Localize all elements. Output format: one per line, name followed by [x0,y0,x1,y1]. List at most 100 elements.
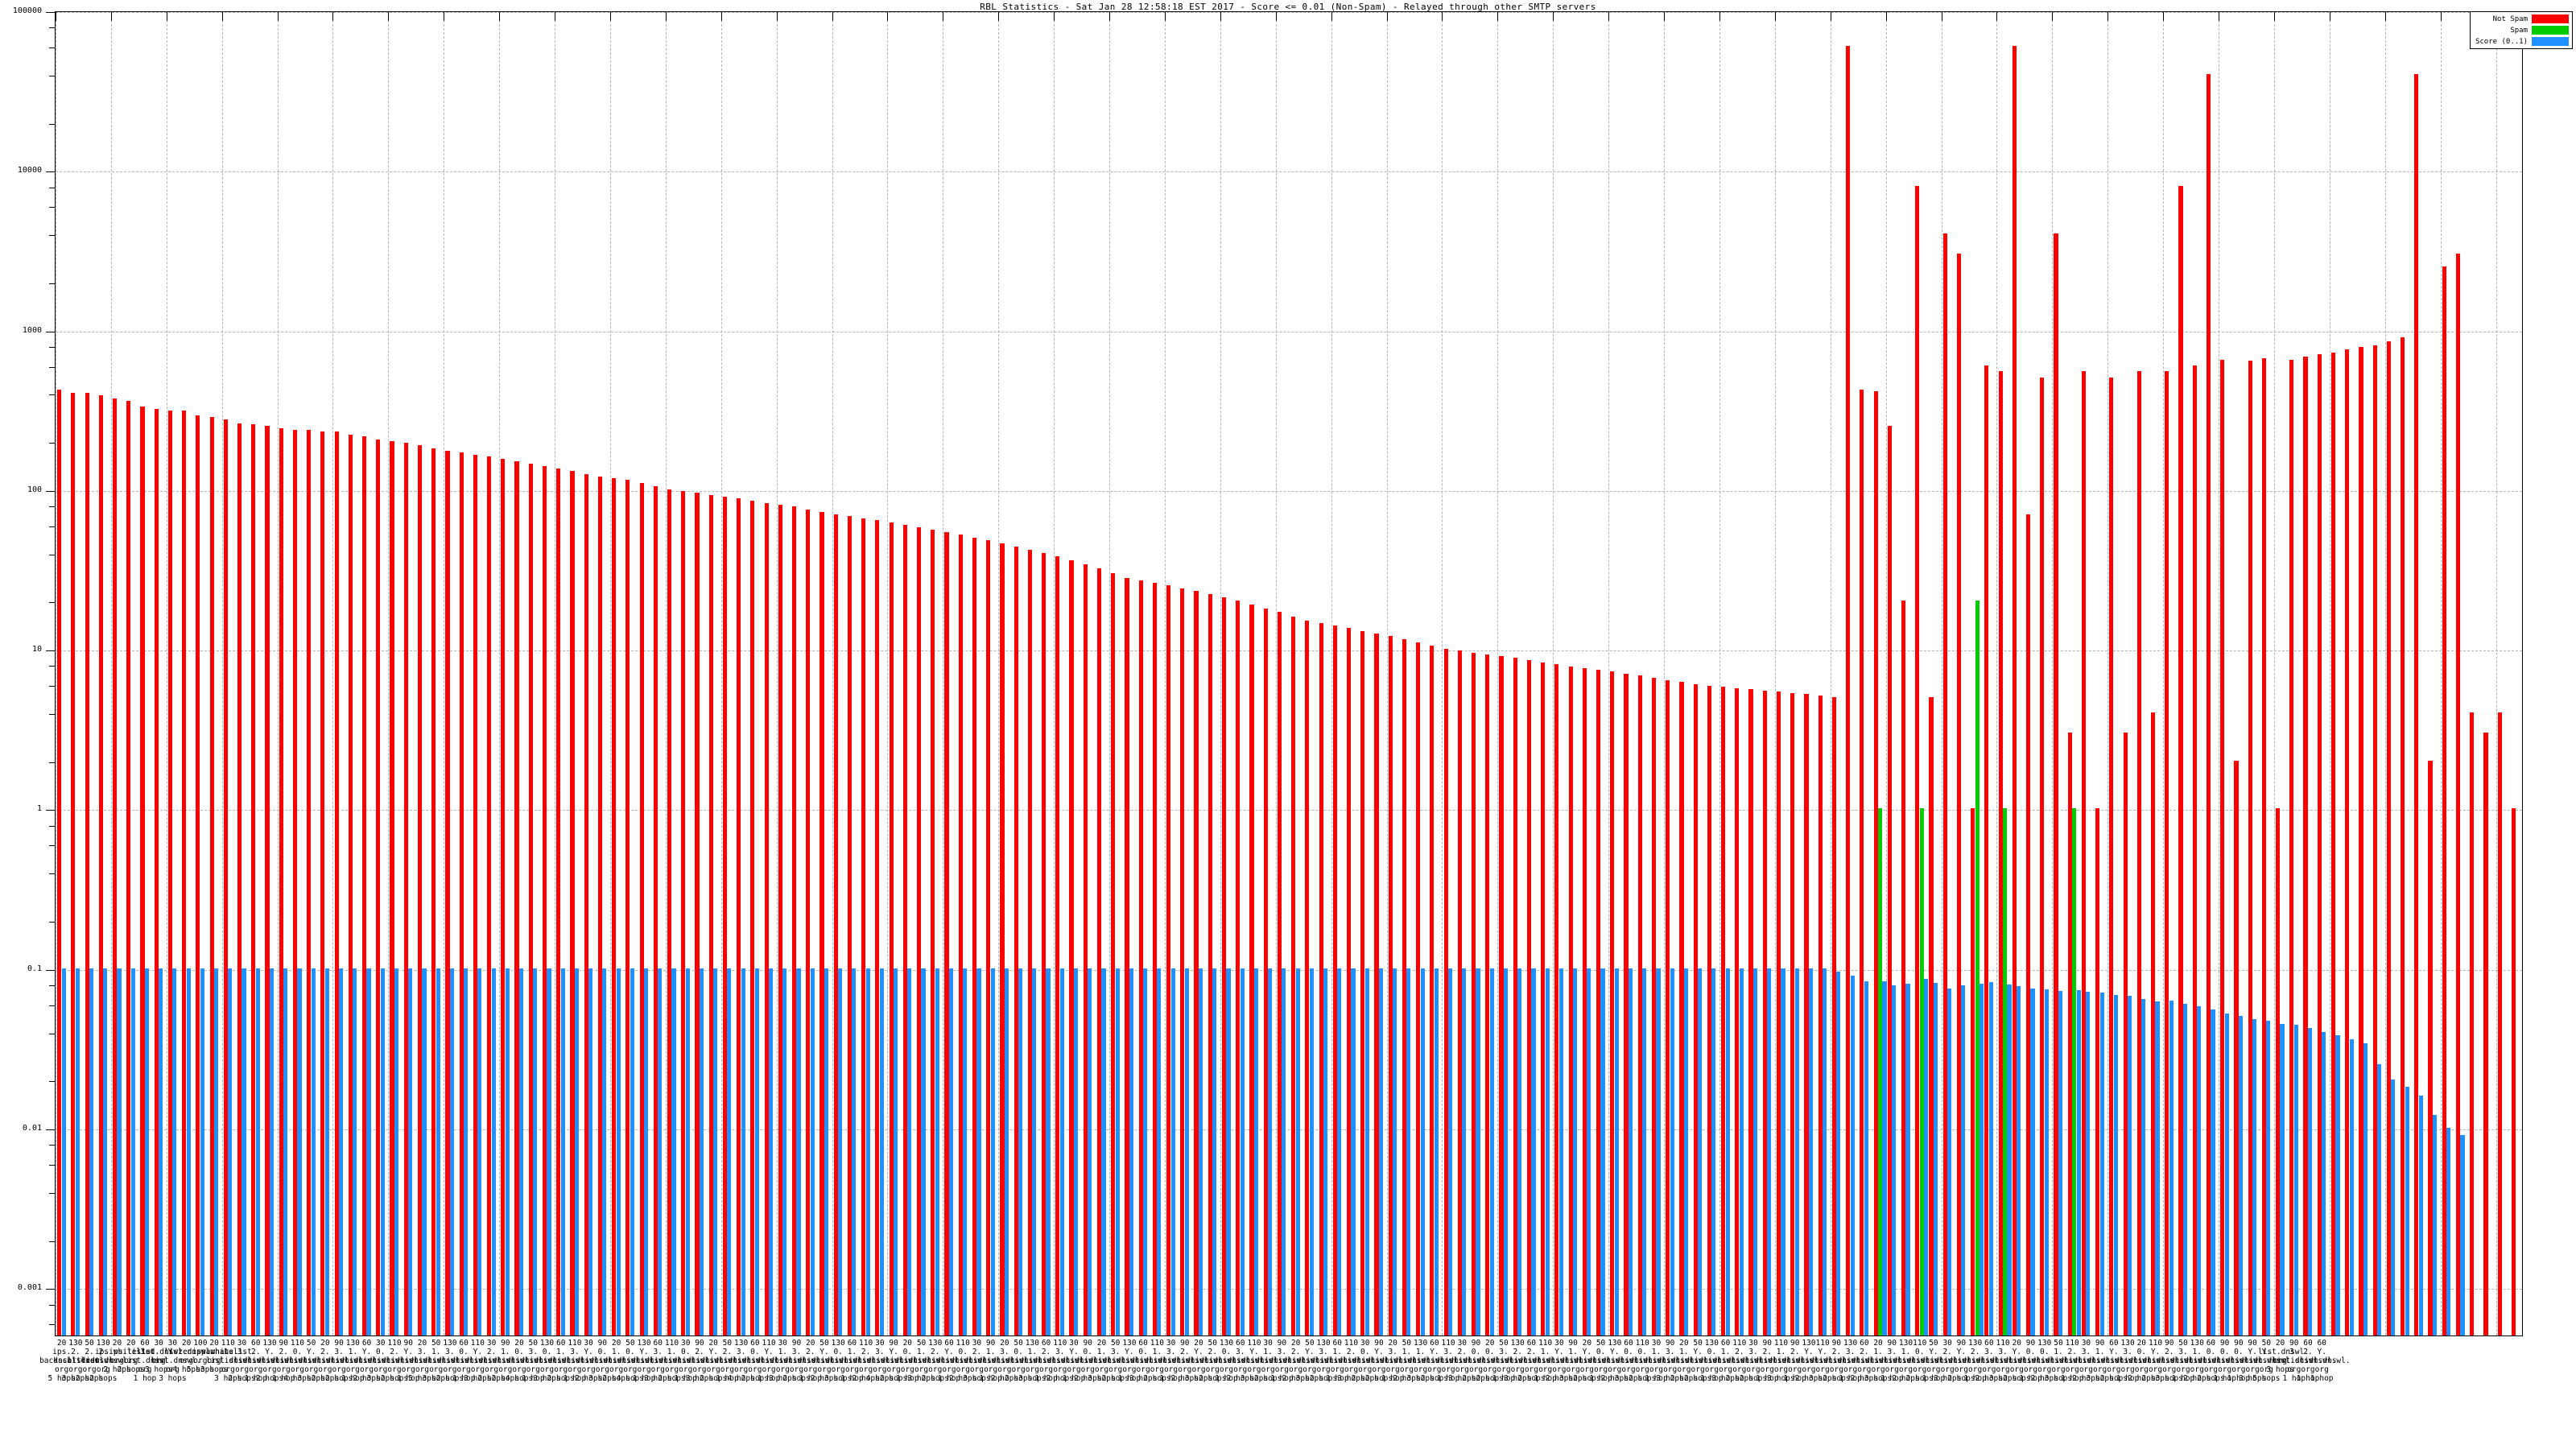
x-label-line: 1 hop [1062,1374,1086,1383]
x-label-line: 1 hop [2171,1374,2195,1383]
x-axis-label: 20 ips.whitelist. org 2 hops [95,1339,159,1374]
bar-not-spam [2497,712,2502,1335]
x-label-line: list.dnswl. [2272,1356,2323,1365]
x-label-line: 2 hops [921,1374,949,1383]
x-label-line: 130 [1316,1339,1331,1348]
x-label-line: org [1982,1365,1996,1374]
bar-not-spam [612,477,617,1335]
bar-not-spam [334,431,339,1335]
x-label-line: 110 [1344,1339,1359,1348]
x-label-line: 2. [1346,1348,1356,1356]
x-label-line: org [2065,1365,2079,1374]
x-axis-label: 30 2. list.dnswl. org 2 hops [469,1339,520,1383]
x-label-line: 90 [985,1339,996,1348]
x-label-line: 0. [1485,1348,1495,1356]
x-label-line: 60 [1332,1339,1342,1348]
x-label-line: 2 hops [1892,1374,1920,1383]
x-label-line: list.dnswl. [1564,1356,1616,1365]
y-tick-minor [49,27,56,29]
y-tick [46,650,56,652]
x-label-line: 3 hops [297,1374,325,1383]
x-label-line: 2 hops [491,1374,519,1383]
x-label-line: 2 hops [75,1374,104,1383]
bar-not-spam [1901,601,1906,1335]
bar-score [658,968,663,1335]
x-label-line: list.dnswl. [733,1356,784,1365]
x-label-line: list.dnswl. [2022,1356,2074,1365]
x-label-line: list.dnswl. [1758,1356,1810,1365]
x-label-line: 3 hops [1656,1374,1684,1383]
bar-not-spam [2289,359,2294,1335]
bar-not-spam [2428,760,2433,1335]
gridline-horizontal [56,1129,2522,1131]
bar-not-spam [1541,663,1546,1335]
bar-not-spam [681,490,686,1335]
x-label-line: 110 [387,1339,402,1348]
x-label-line: list.dnswl. [1398,1356,1449,1365]
x-axis-label: 20 0. list.dnswl. org 2 hops [1468,1339,1518,1383]
bar-score [2030,988,2035,1335]
x-axis-label: 50 3. list.dnswl. org 1 hop [1481,1339,1532,1383]
x-axis-label: 30 3. list.dnswl. org 2 hops [1731,1339,1781,1383]
x-label-line: 130 [1968,1339,1983,1348]
bar-not-spam [1596,670,1601,1335]
x-label-line: 0. [2136,1348,2147,1356]
bar-score [1614,968,1619,1335]
x-label-line: org [1996,1365,2010,1374]
x-label-line: org [2314,1365,2329,1374]
x-axis-label: 50 2. list.dnswl. org 2 hops [1191,1339,1241,1383]
x-label-line: org [2037,1365,2052,1374]
y-tick [46,1289,56,1290]
gridline-vertical [1386,12,1388,1335]
x-label-line: 2. [1290,1348,1301,1356]
x-label-line: 1 hop [674,1374,698,1383]
x-label-line: org [2009,1365,2024,1374]
x-label-line: list.dnswl. [1162,1356,1214,1365]
x-axis-label: 110 2. list.dnswl. org 3 hops [1329,1339,1380,1383]
x-label-line: list.dnswl. [663,1356,715,1365]
x-label-line: list.dnswl. [1245,1356,1297,1365]
x-label-line: Y. [944,1348,954,1356]
y-tick-minor [49,1192,56,1194]
bar-score [1198,968,1203,1335]
x-label-line: 0. [833,1348,843,1356]
bar-not-spam [1831,696,1836,1335]
x-label-line: org [249,1365,263,1374]
x-label-line: org [664,1365,679,1374]
bar-not-spam [362,436,367,1335]
bar-score [1739,968,1744,1335]
x-label-line: org [2231,1365,2246,1374]
x-label-line: 1 hop [1492,1374,1516,1383]
bar-score [2058,991,2063,1335]
x-label-line: Y. [1804,1348,1814,1356]
x-label-line: org [720,1365,734,1374]
y-tick [46,1129,56,1131]
x-label-line: 130 [1414,1339,1428,1348]
bar-score [1558,968,1563,1335]
bar-not-spam [972,537,977,1335]
x-axis-label: 90 2. list.dnswl. org 3 hops [2147,1339,2198,1383]
bar-score [2349,1038,2354,1335]
x-label-line: org [2245,1365,2260,1374]
x-label-line: org [55,1365,69,1374]
x-label-line: org [1663,1365,1678,1374]
bar-not-spam [806,509,811,1335]
x-label-line: 2 hops [1600,1374,1629,1383]
x-axis-label: 130 Y. list.dnswl. org 1 hop [1107,1339,1158,1383]
x-axis-label: 130 2. list.dnswl. org 3 hops [1496,1339,1546,1383]
bar-not-spam [1637,675,1642,1335]
x-label-line: list.dnswl. [386,1356,437,1365]
x-label-line: 3 hops [1129,1374,1158,1383]
x-label-line: 2. [1513,1348,1522,1356]
bar-not-spam [1971,808,1975,1335]
x-label-line: 1. [916,1348,927,1356]
x-label-line: list.dnswl. [1203,1356,1255,1365]
x-label-line: list.dnswl. [1800,1356,1852,1365]
x-label-line: list.dnswl. [1259,1356,1311,1365]
x-tick [2440,12,2442,21]
bar-not-spam [931,529,935,1335]
x-label-line: org [207,1356,221,1365]
x-tick [1220,12,1221,21]
x-tick [1109,12,1111,21]
y-tick-minor [49,666,56,667]
